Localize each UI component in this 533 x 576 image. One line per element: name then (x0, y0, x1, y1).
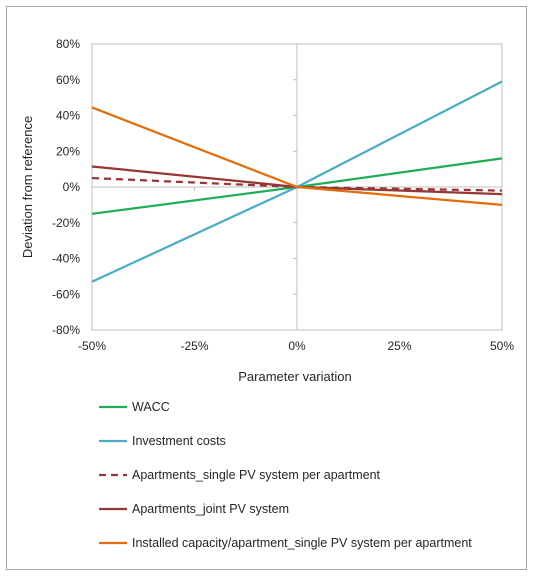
legend-label: Apartments_single PV system per apartmen… (132, 468, 381, 482)
y-tick-label: -60% (52, 287, 80, 301)
legend-label: WACC (132, 400, 170, 414)
x-axis-title: Parameter variation (238, 369, 351, 384)
y-axis-ticks: 80% 60% 40% 20% 0% -20% -40% -60% -80% (52, 37, 297, 337)
x-tick-label: -25% (180, 339, 208, 353)
y-tick-label: -20% (52, 216, 80, 230)
x-tick-label: -50% (78, 339, 106, 353)
x-tick-label: 0% (288, 339, 306, 353)
legend-label: Installed capacity/apartment_single PV s… (132, 536, 472, 550)
series-lines (91, 80, 503, 283)
chart-svg: -50% -25% 0% 25% 50% 80%60%40%20%0%-20%-40%-… (20, 37, 514, 550)
x-tick-label: 50% (490, 339, 514, 353)
legend-label: Apartments_joint PV system (132, 502, 289, 516)
y-tick-label: 60% (56, 73, 80, 87)
y-tick-label: 80% (56, 37, 80, 51)
y-tick-label: -40% (52, 252, 80, 266)
legend-label: Investment costs (132, 434, 226, 448)
legend: WACC Investment costs Apartments_single PV… (99, 400, 472, 550)
x-tick-label: 25% (387, 339, 411, 353)
y-tick-label: 0% (63, 180, 81, 194)
y-axis-title: Deviation from reference (20, 116, 35, 258)
y-tick-label: 20% (56, 144, 80, 158)
chart-frame: -50% -25% 0% 25% 50% 80% 60% 40% 20% 0% -20% -40% -… (6, 6, 527, 570)
y-tick-label: 40% (56, 109, 80, 123)
x-axis-ticks: -50% -25% 0% 25% 50% (78, 187, 514, 353)
y-tick-label: -80% (52, 323, 80, 337)
series-line-5 (91, 106, 503, 206)
